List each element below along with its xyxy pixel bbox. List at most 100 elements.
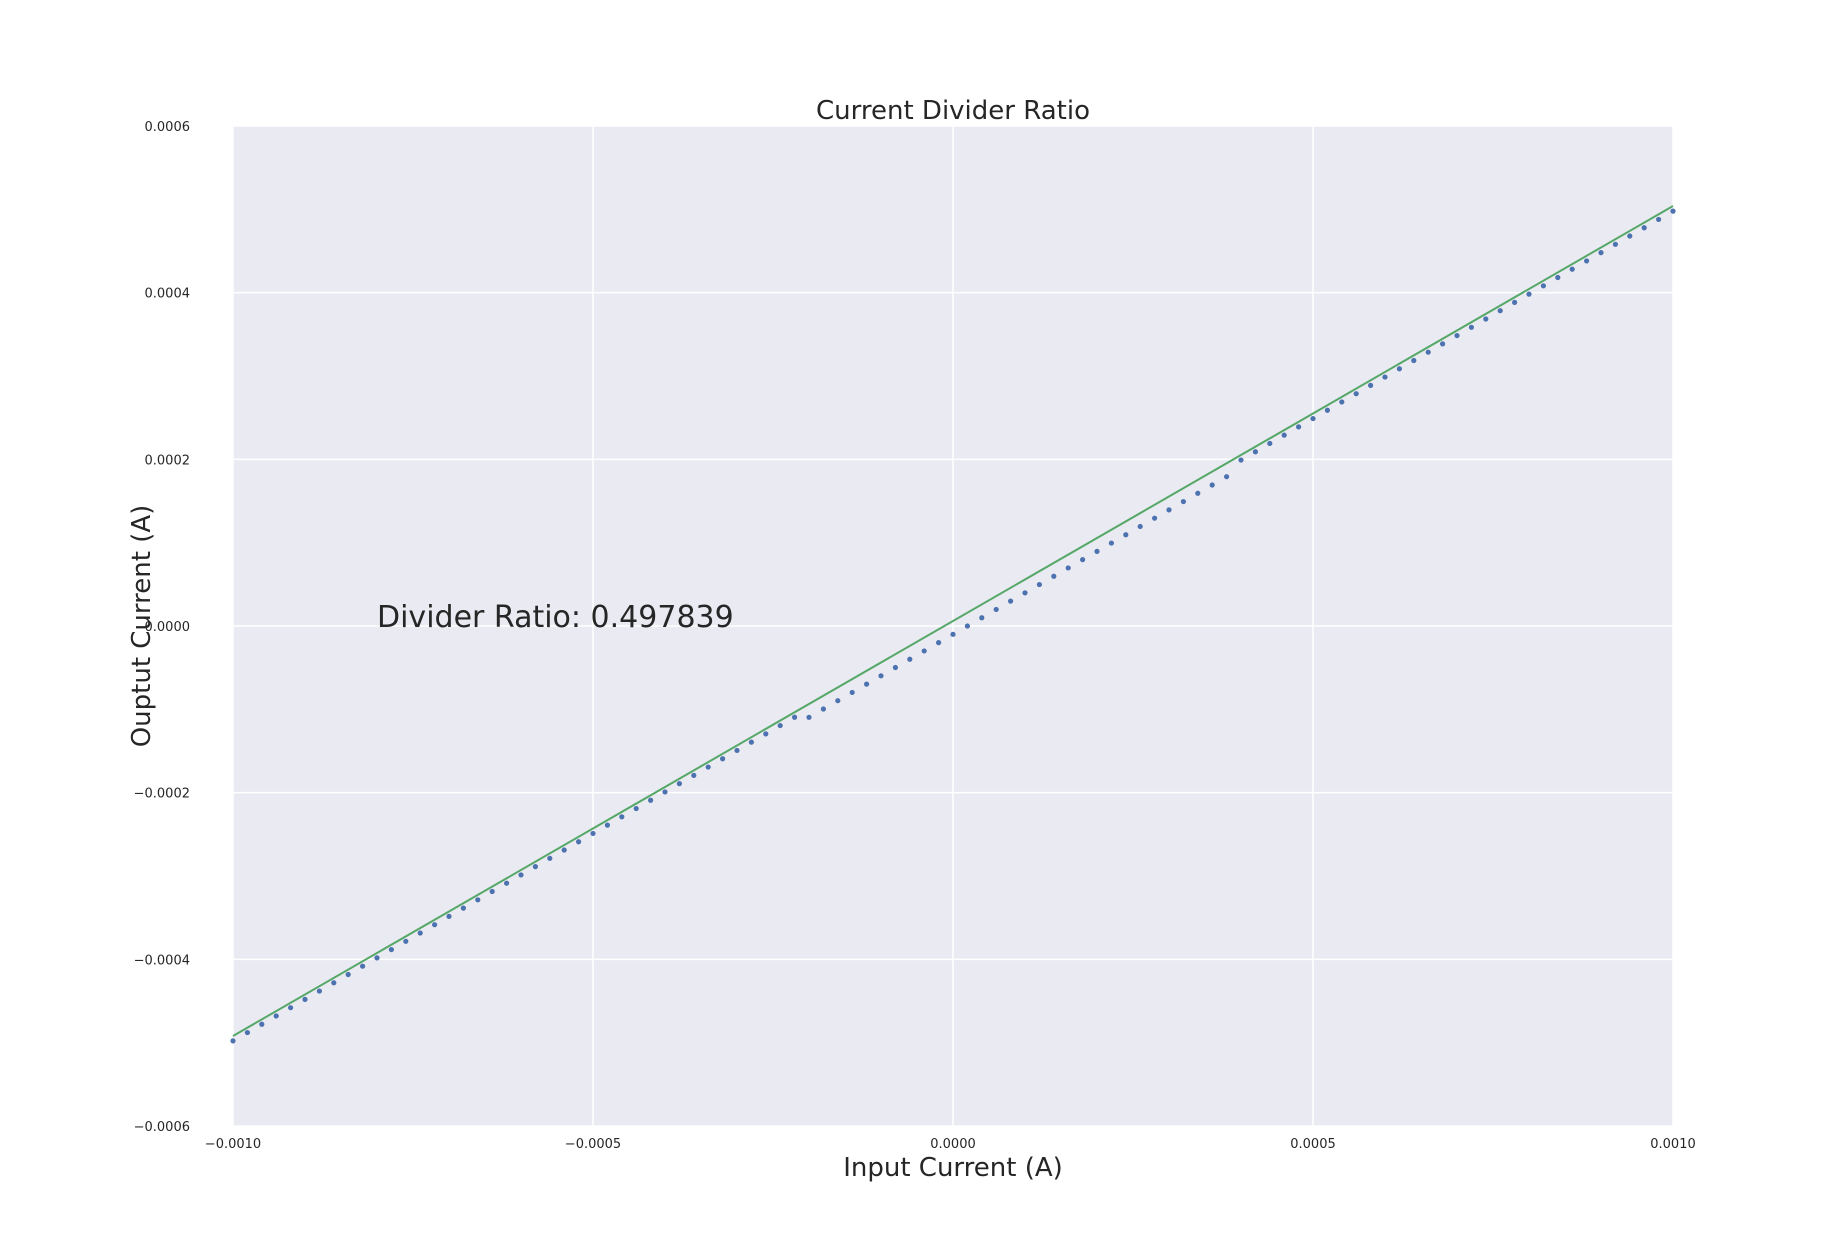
data-point [1555,274,1561,281]
data-point [360,963,366,969]
x-tick-label: −0.0005 [565,1137,621,1152]
data-point [273,1013,279,1019]
data-point [489,888,495,895]
data-point [446,913,452,920]
data-point [792,714,798,720]
x-tick-labels: −0.0010 −0.0005 0.0000 0.0005 0.0010 [205,1137,1696,1152]
data-point [1137,523,1143,530]
data-points [230,208,1676,1044]
fit-line-group [232,205,1674,1037]
x-axis-title: Input Current (A) [843,1153,1063,1183]
y-tick-label: −0.0006 [134,1120,190,1135]
data-point [763,731,769,737]
data-point [1036,581,1042,588]
data-point [1396,366,1402,372]
data-point [864,681,870,687]
data-point [676,781,683,787]
data-point [1483,316,1489,322]
data-point [691,772,697,778]
data-point [1411,357,1417,364]
data-point [504,880,510,886]
data-point [806,714,812,720]
data-point [475,897,481,903]
data-point [993,606,999,613]
data-point [374,955,380,961]
data-point [518,872,524,878]
grid-lines [232,125,1674,1127]
data-point [662,789,668,795]
data-point [1339,399,1345,405]
data-point [1512,299,1518,306]
y-tick-label: 0.0002 [145,453,191,468]
x-tick-label: −0.0010 [205,1137,261,1152]
data-point [633,805,639,812]
data-point [1065,565,1071,571]
data-point [1627,233,1633,239]
data-point [1440,341,1446,347]
data-point [835,698,841,704]
data-point [547,855,553,861]
data-point [561,847,567,853]
data-point [820,706,827,712]
y-tick-label: 0.0000 [145,620,191,635]
data-point [849,689,855,696]
data-point [316,988,322,994]
data-point [1209,482,1215,488]
data-point [460,905,466,911]
y-tick-label: 0.0004 [145,287,191,302]
data-point [748,739,755,745]
data-point [1195,490,1201,496]
data-point [590,830,596,837]
data-point [230,1038,236,1044]
data-point [1584,258,1590,264]
data-point [907,656,913,662]
data-point [288,1005,294,1011]
data-point [964,623,971,629]
data-point [1180,498,1186,505]
data-point [244,1029,250,1036]
divider-ratio-annotation: Divider Ratio: 0.497839 [377,600,734,635]
data-point [1540,283,1546,289]
fit-line [232,205,1674,1037]
data-point [1296,424,1302,430]
data-point [950,631,956,637]
data-point [1353,391,1359,397]
y-tick-label: 0.0006 [145,120,191,135]
data-point [604,822,611,828]
data-point [403,938,409,944]
data-point [1670,208,1676,214]
y-tick-label: −0.0004 [134,953,190,968]
data-point [1094,548,1100,554]
data-point [1468,324,1474,330]
data-point [576,839,582,845]
data-point [417,930,423,936]
data-point [1008,598,1014,604]
data-point [331,980,337,986]
data-point [1238,457,1244,463]
data-point [1382,374,1388,380]
data-point [720,756,726,762]
data-point [1598,250,1604,256]
data-point [1152,515,1158,521]
data-point [432,922,438,928]
data-point [936,640,942,646]
data-point [345,971,351,978]
data-point [1641,225,1647,231]
data-point [1022,590,1028,596]
data-point [1224,474,1230,480]
data-point [302,996,308,1002]
x-tick-label: 0.0010 [1650,1137,1696,1152]
data-point [532,864,539,870]
x-tick-label: 0.0005 [1290,1137,1336,1152]
data-point [1080,557,1086,563]
data-point [619,814,625,820]
chart-title: Current Divider Ratio [816,96,1090,126]
data-point [1252,449,1258,455]
data-point [1123,532,1129,538]
data-point [1612,241,1618,247]
data-point [1324,407,1330,413]
data-point [1497,308,1503,314]
data-point [1267,440,1273,447]
data-point [1108,540,1114,546]
